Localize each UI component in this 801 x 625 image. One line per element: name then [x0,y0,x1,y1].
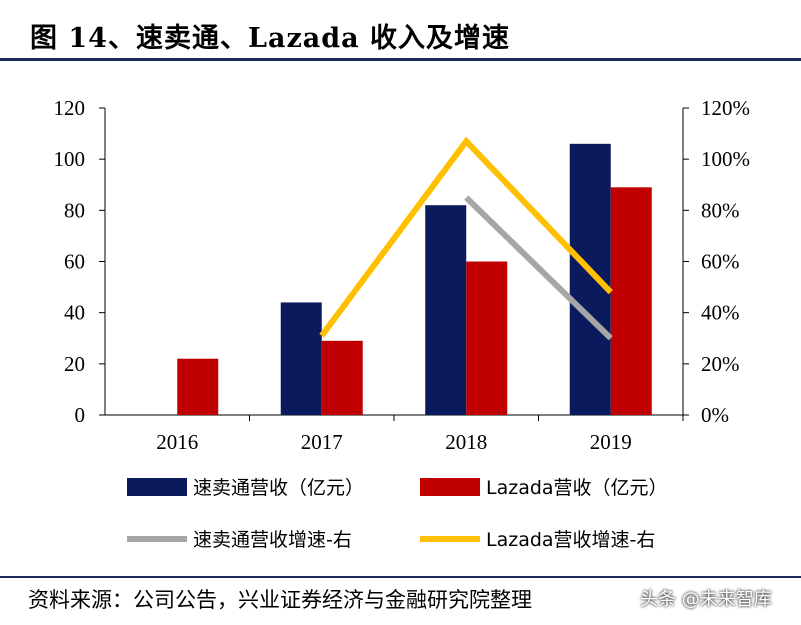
watermark: 头条 @未来智库 [640,589,772,610]
y-tick-label-left: 20 [64,352,85,376]
y-tick-label-right: 20% [701,352,740,376]
bar-lazada-2016 [177,358,219,415]
y-tick-label-left: 100 [54,147,86,171]
y-tick-label-right: 120% [701,96,750,120]
bar-aliexpress-2017 [280,302,322,415]
x-tick-label: 2016 [156,430,198,454]
bar-lazada-2019 [610,187,652,415]
legend-label: 速卖通营收增速-右 [193,529,352,551]
legend-swatch [420,478,480,496]
y-tick-label-left: 40 [64,301,85,325]
x-tick-label: 2017 [301,430,343,454]
source-rule [0,576,801,578]
y-tick-label-right: 80% [701,198,740,222]
bar-aliexpress-2018 [425,205,467,415]
y-tick-label-right: 60% [701,250,740,274]
x-tick-label: 2019 [590,430,632,454]
y-tick-label-right: 0% [701,403,729,427]
legend-label: Lazada营收（亿元） [486,477,668,499]
y-tick-label-left: 120 [54,96,86,120]
y-tick-label-left: 60 [64,250,85,274]
bar-lazada-2017 [321,340,363,415]
bar-lazada-2018 [466,261,508,415]
x-tick-label: 2018 [445,430,487,454]
source-note: 资料来源：公司公告，兴业证券经济与金融研究院整理 [28,588,532,612]
legend-swatch [127,478,187,496]
legend-label: 速卖通营收（亿元） [193,477,364,499]
y-tick-label-left: 80 [64,198,85,222]
y-tick-label-right: 40% [701,301,740,325]
y-tick-label-right: 100% [701,147,750,171]
title-rule [0,58,801,61]
chart: 0 20 40 60 80 100 120 0% 20% 40% 60% 80% 100% 120% 201… [54,96,751,551]
bar-aliexpress-2019 [569,143,611,416]
line-aliexpress-growth [464,195,613,341]
figure-title: 图 14、速卖通、Lazada 收入及增速 [30,23,511,54]
legend-label: Lazada营收增速-右 [486,529,655,551]
y-tick-label-left: 0 [75,403,86,427]
